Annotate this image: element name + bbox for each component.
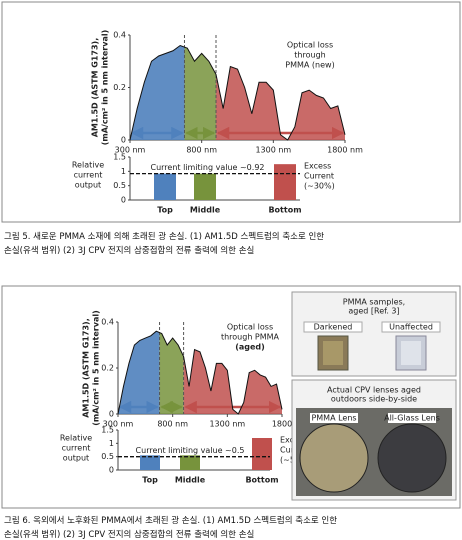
limit-label: Current limiting value ~0.92: [150, 163, 264, 172]
y-tick-label: 0.2: [113, 83, 126, 92]
panel-title: aged [Ref. 3]: [348, 307, 399, 316]
x-tick-label: 300 nm: [115, 146, 146, 155]
bar: [194, 173, 216, 200]
annotation: Optical loss: [227, 323, 273, 332]
category-label: Bottom: [245, 476, 278, 485]
figure-frame: [1, 1, 461, 223]
x-tick-label: 1800 nm: [327, 146, 363, 155]
spectrum-area: [184, 47, 216, 140]
lens-label-box: [310, 413, 358, 423]
excess-label: Current: [304, 172, 334, 181]
sample-label-box: [381, 321, 441, 333]
panel-title: outdoors side-by-side: [331, 395, 417, 404]
caption-line: 손실(유색 범위) (2) 3J CPV 전지의 삼중접합의 전류 출력에 의한…: [4, 245, 254, 256]
excess-label: (~30%): [304, 182, 335, 191]
annotation: through PMMA: [221, 333, 280, 342]
bar: [274, 164, 296, 200]
limit-label: Current limiting value ~0.5: [136, 446, 245, 455]
y-axis-label: output: [63, 454, 89, 463]
category-label: Top: [157, 206, 173, 215]
annotation: (aged): [235, 343, 265, 352]
spectrum-line: [129, 44, 346, 141]
y-axis-label: AM1.5D (ASTM G173),: [82, 318, 91, 418]
bar: [180, 455, 200, 470]
spectrum-area: [159, 332, 184, 414]
y-axis-label: output: [75, 181, 101, 190]
y-tick-label: 1: [109, 439, 114, 448]
y-axis-label: Relative: [60, 434, 92, 443]
caption: 그림 6. 옥외에서 노후화된 PMMA에서 초래된 광 손실. (1) AM1…: [4, 515, 337, 540]
bar: [252, 438, 272, 470]
panel-title: Actual CPV lenses aged: [327, 386, 421, 395]
lens-photo: [377, 423, 447, 493]
y-axis-label: (mA/cm² in 5 nm interval): [101, 30, 110, 146]
spectrum-area: [130, 45, 185, 140]
spectrum-area: [216, 66, 345, 140]
x-tick-label: 800 nm: [186, 146, 217, 155]
y-axis-label: Relative: [72, 161, 104, 170]
y-tick-label: 1.5: [113, 153, 126, 162]
panel-title: PMMA samples,: [343, 298, 405, 307]
spectrum-line: [117, 330, 283, 415]
bar: [140, 455, 160, 470]
y-tick-label: 0: [121, 136, 126, 145]
lens-label: PMMA Lens: [311, 414, 356, 423]
y-tick-label: 0.4: [101, 318, 114, 327]
sample-inner: [323, 341, 343, 365]
x-tick-label: 1800: [272, 420, 292, 429]
sample-inner: [401, 341, 421, 365]
category-label: Bottom: [268, 206, 301, 215]
y-axis-label: AM1.5D (ASTM G173),: [91, 38, 100, 138]
excess-label: Excess: [304, 162, 331, 171]
annotation: Optical loss: [287, 41, 333, 50]
y-tick-label: 1: [121, 167, 126, 176]
lens-label-box: [388, 413, 436, 423]
figure-frame: [1, 285, 461, 509]
y-tick-label: 0.5: [101, 452, 114, 461]
x-tick-label: 800 nm: [157, 420, 188, 429]
sample-label: Unaffected: [389, 323, 433, 332]
lens-photo: [299, 423, 369, 493]
y-tick-label: 0: [109, 466, 114, 475]
caption-line: 그림 6. 옥외에서 노후화된 PMMA에서 초래된 광 손실. (1) AM1…: [4, 515, 337, 526]
y-tick-label: 0.2: [101, 364, 114, 373]
caption-line: 손실(유색 범위) (2) 3J CPV 전지의 삼중접합의 전류 출력에 의한…: [4, 529, 254, 540]
x-tick-label: 1300 nm: [255, 146, 291, 155]
y-tick-label: 0.4: [113, 31, 126, 40]
category-label: Middle: [190, 206, 221, 215]
lens-label: All-Glass Lens: [384, 414, 440, 423]
y-tick-label: 0: [121, 196, 126, 205]
category-label: Middle: [175, 476, 206, 485]
y-axis-label: (mA/cm² in 5 nm interval): [92, 310, 101, 426]
sample-label-box: [303, 321, 363, 333]
y-axis-label: current: [62, 444, 91, 453]
spectrum-area: [183, 349, 282, 414]
y-tick-label: 0.5: [113, 181, 126, 190]
y-tick-label: 0: [109, 410, 114, 419]
y-axis-label: current: [74, 171, 103, 180]
y-tick-label: 1.5: [101, 426, 114, 435]
sample-label: Darkened: [314, 323, 353, 332]
caption-line: 그림 5. 새로운 PMMA 소재에 의해 초래된 광 손실. (1) AM1.…: [4, 231, 324, 242]
category-label: Top: [142, 476, 158, 485]
x-tick-label: 300 nm: [103, 420, 134, 429]
bar: [154, 173, 176, 200]
x-tick-label: 1300 nm: [209, 420, 245, 429]
spectrum-area: [118, 331, 160, 414]
annotation: PMMA (new): [285, 61, 334, 70]
caption: 그림 5. 새로운 PMMA 소재에 의해 초래된 광 손실. (1) AM1.…: [4, 231, 324, 256]
annotation: through: [294, 51, 325, 60]
